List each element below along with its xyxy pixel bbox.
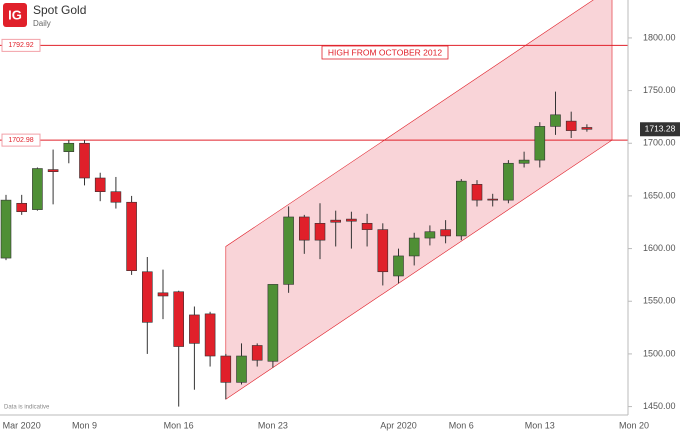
chart-title: Spot Gold [33,3,86,17]
candle-body [204,313,216,357]
x-tick-label: Apr 2020 [380,420,417,430]
x-tick-label: Mon 23 [258,420,288,430]
annotation-box [321,45,449,60]
y-tick-label: 1750.00 [643,85,676,95]
candle-body [236,355,247,383]
level-label: 1702.98 [8,137,33,144]
candle-body [346,218,357,222]
x-tick-label: Mon 9 [72,420,97,430]
candle-body [283,216,294,285]
logo: IG [8,7,22,22]
candle-body [16,202,28,213]
candle-body [47,169,59,172]
candle-body [298,216,310,241]
candle-body [424,231,436,239]
candle-body [251,345,263,361]
candle-body [314,222,326,241]
candle-body [189,314,200,344]
candle-body [565,120,577,131]
candle-body [267,284,279,362]
candle-body [330,219,342,223]
plot-area [0,0,628,407]
candle-body [377,229,389,273]
level-label: 1792.92 [8,42,33,49]
candle-body [518,159,530,164]
last-price: 1713.28 [645,124,676,134]
y-tick-label: 1500.00 [643,348,676,358]
y-tick-label: 1800.00 [643,32,676,42]
candle-body [63,142,75,152]
candle-body [393,255,404,277]
candle-body [220,355,232,383]
level-label-box [1,133,41,147]
candle-body [503,162,514,201]
candle-body [534,126,546,161]
candle-body [32,168,43,210]
y-tick-label: 1600.00 [643,243,676,253]
candle-body [440,229,451,237]
footnote: Data is indicative [4,405,50,411]
y-tick-label: 1550.00 [643,296,676,306]
candle-body [110,191,122,203]
candle-body [455,180,467,237]
candle-body [471,184,483,201]
candle-body [487,198,499,201]
candle-body [142,271,153,323]
candle-body [94,177,106,193]
x-tick-label: Mon 6 [449,420,474,430]
x-tick-label: Mon 20 [619,420,649,430]
x-tick-label: Mon 16 [164,420,194,430]
annotation: HIGH FROM OCTOBER 2012 [328,47,442,57]
candle-body [550,114,561,127]
chart-subtitle: Daily [33,19,51,28]
logo-box [3,3,27,27]
last-price-box [640,122,680,137]
candle-body [408,237,420,257]
candle-body [126,201,137,271]
y-tick-label: 1650.00 [643,190,676,200]
y-tick-label: 1700.00 [643,138,676,148]
channel [225,0,613,400]
candle-body [581,127,593,130]
candle-body [173,291,184,347]
candle-body [0,199,12,259]
candle-body [157,292,169,297]
candle-body [79,142,90,179]
y-tick-label: 1450.00 [643,401,676,411]
x-tick-label: Mar 2020 [3,420,41,430]
candle-body [361,222,373,230]
level-label-box [1,38,41,52]
x-tick-label: Mon 13 [525,420,555,430]
